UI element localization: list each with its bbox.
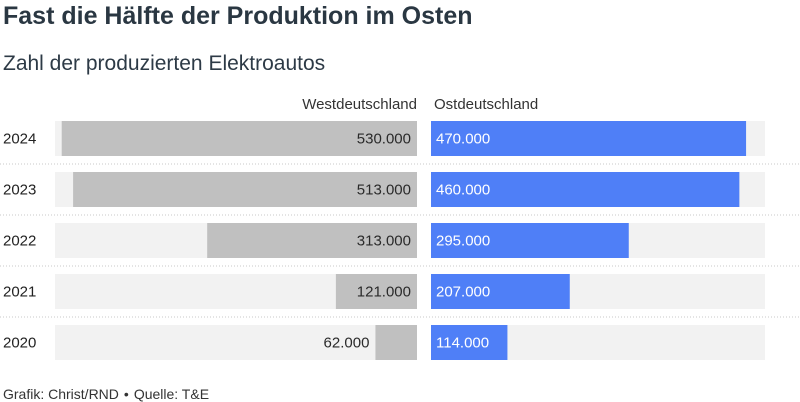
year-label: 2021 (3, 284, 36, 301)
east-value-label: 295.000 (436, 233, 490, 250)
west-value-label: 62.000 (324, 335, 370, 352)
west-bar (335, 274, 417, 309)
series-label-east: Ostdeutschland (434, 96, 539, 113)
year-label: 2024 (3, 131, 36, 148)
west-bar (61, 121, 417, 156)
chart-subtitle: Zahl der produzierten Elektroautos (3, 52, 326, 75)
east-value-label: 114.000 (436, 335, 489, 352)
east-bar (431, 121, 747, 156)
east-bar (431, 223, 629, 258)
chart-title: Fast die Hälfte der Produktion im Osten (3, 2, 473, 30)
west-bar (207, 223, 417, 258)
west-value-label: 121.000 (357, 284, 411, 301)
west-value-label: 313.000 (357, 233, 411, 250)
west-value-label: 513.000 (357, 182, 411, 199)
year-label: 2022 (3, 233, 36, 250)
west-bar (375, 325, 417, 360)
west-bar (73, 172, 417, 207)
butterfly-bar-chart: 2024 530.000 470.000 2023 513.000 460.000 2022… (0, 121, 800, 360)
footer-separator: • (123, 386, 129, 402)
east-bar (431, 325, 508, 360)
footer-source: Quelle: T&E (133, 386, 210, 402)
west-value-label: 530.000 (357, 131, 411, 148)
east-value-label: 460.000 (436, 182, 490, 199)
east-bar (431, 172, 740, 207)
footer: Grafik: Christ/RND • Quelle: T&E (3, 386, 209, 402)
east-value-label: 470.000 (436, 131, 490, 148)
year-label: 2023 (3, 182, 36, 199)
east-value-label: 207.000 (436, 284, 490, 301)
west-track (55, 325, 417, 360)
series-label-west: Westdeutschland (302, 96, 417, 113)
footer-credit: Grafik: Christ/RND (3, 386, 119, 402)
east-bar (431, 274, 570, 309)
year-label: 2020 (3, 335, 36, 352)
